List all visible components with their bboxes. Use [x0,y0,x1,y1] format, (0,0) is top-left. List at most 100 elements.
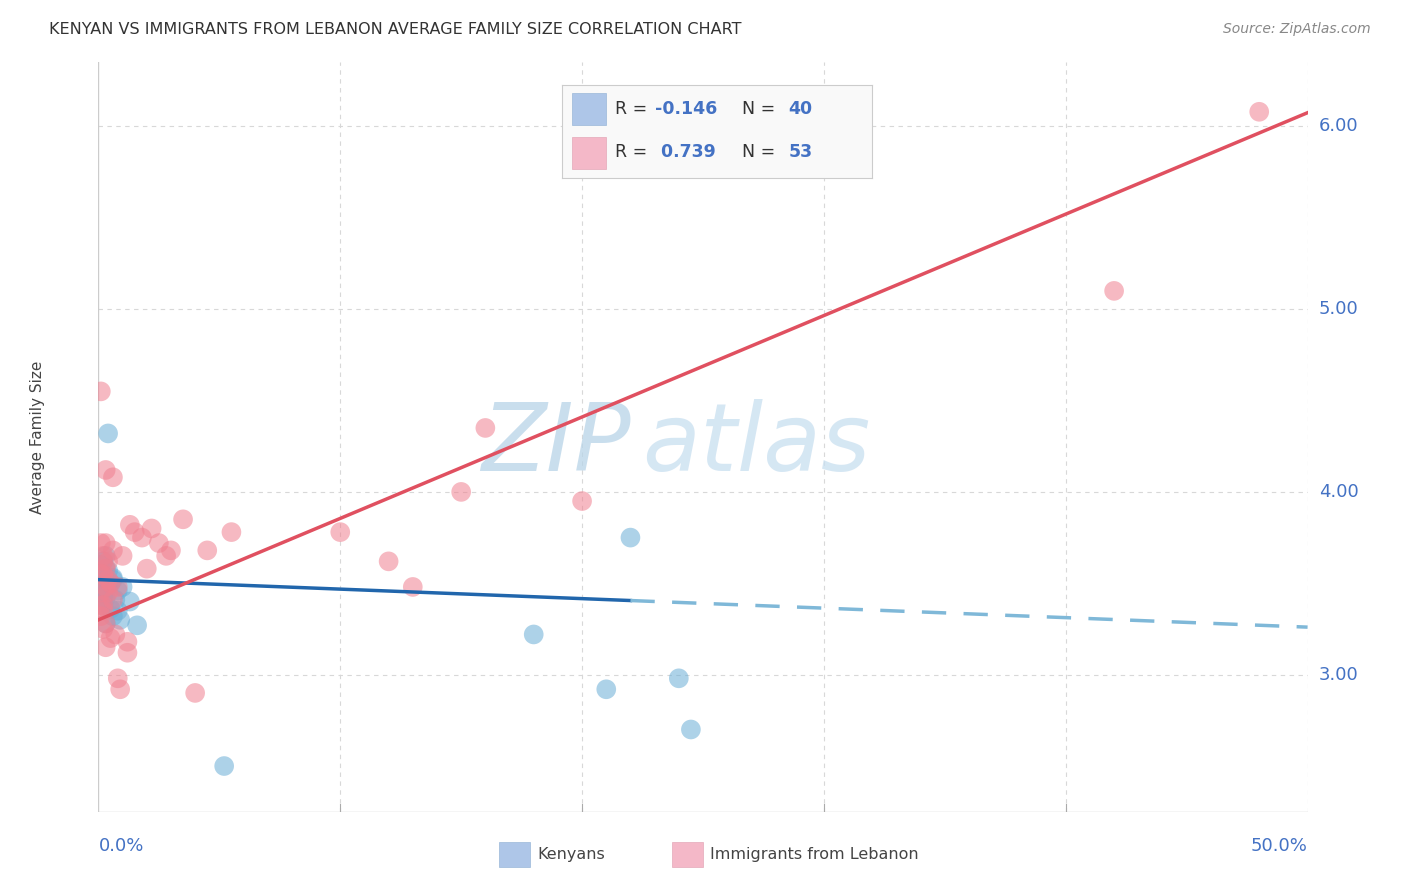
Point [97,574,120,589]
Text: 3.00: 3.00 [1319,665,1358,683]
Point [184,686,207,700]
Point [107,580,129,594]
Point [377,554,399,568]
Text: Kenyans: Kenyans [537,847,605,862]
Point [90,598,112,612]
Point [91,554,114,568]
Point [111,580,134,594]
Text: 0.0%: 0.0% [98,837,143,855]
Point [97,564,120,578]
Text: Immigrants from Lebanon: Immigrants from Lebanon [710,847,918,862]
Point [101,571,124,585]
Point [127,618,149,632]
FancyBboxPatch shape [572,93,606,125]
Point [90,609,112,624]
Point [155,549,177,563]
Point [212,759,235,773]
Point [91,580,114,594]
Point [94,549,117,563]
Point [117,634,139,648]
Point [90,567,112,582]
Point [668,671,690,685]
Point [97,578,120,592]
Text: 50.0%: 50.0% [1251,837,1308,855]
Point [94,580,117,594]
Text: 53: 53 [789,143,813,161]
Point [91,604,114,618]
Point [595,682,617,697]
Point [108,613,131,627]
Text: 0.739: 0.739 [655,143,716,161]
Point [679,723,702,737]
Text: 4.00: 4.00 [1319,483,1358,501]
Point [1102,284,1125,298]
Point [90,566,112,580]
Point [94,562,117,576]
Point [523,627,546,641]
Text: atlas: atlas [643,399,870,490]
Point [100,602,122,616]
Point [104,627,127,641]
Point [91,587,114,601]
Point [100,576,122,591]
Point [94,536,117,550]
Point [101,543,124,558]
Point [172,512,194,526]
Point [619,531,641,545]
Point [91,622,114,636]
Point [91,598,114,612]
Text: R =: R = [614,100,652,118]
Point [571,494,593,508]
Point [94,640,117,655]
Point [97,585,120,599]
Point [94,616,117,631]
Point [94,616,117,631]
Text: KENYAN VS IMMIGRANTS FROM LEBANON AVERAGE FAMILY SIZE CORRELATION CHART: KENYAN VS IMMIGRANTS FROM LEBANON AVERAG… [49,22,742,37]
Point [160,543,183,558]
Point [450,484,472,499]
Point [90,384,112,399]
Point [90,567,112,582]
Point [94,463,117,477]
Point [91,598,114,612]
Point [91,589,114,603]
Point [117,646,139,660]
Point [195,543,218,558]
Text: N =: N = [742,143,780,161]
Text: R =: R = [614,143,652,161]
Point [97,554,120,568]
Point [94,591,117,605]
Text: Average Family Size: Average Family Size [31,360,45,514]
Point [94,562,117,576]
Point [90,558,112,572]
Point [107,583,129,598]
Text: ZIP: ZIP [481,399,630,490]
Point [402,580,425,594]
Point [91,554,114,568]
Point [91,567,114,582]
Point [329,525,352,540]
Point [107,671,129,685]
Text: N =: N = [742,100,780,118]
Point [97,573,120,587]
Point [101,592,124,607]
Point [131,531,153,545]
Point [90,567,112,582]
Point [90,585,112,599]
Point [90,585,112,599]
Point [108,682,131,697]
Text: 40: 40 [789,100,813,118]
Point [101,573,124,587]
Point [141,521,163,535]
Point [118,594,141,608]
Point [107,604,129,618]
Point [135,562,157,576]
Point [474,421,496,435]
Point [101,470,124,484]
Point [148,536,170,550]
Point [94,582,117,596]
Point [100,576,122,591]
Point [111,549,134,563]
Point [91,549,114,563]
Text: -0.146: -0.146 [655,100,717,118]
